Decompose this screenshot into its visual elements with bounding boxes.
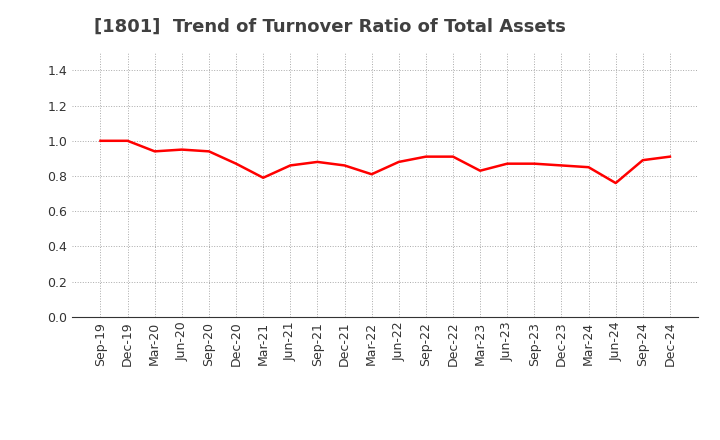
Text: [1801]  Trend of Turnover Ratio of Total Assets: [1801] Trend of Turnover Ratio of Total … bbox=[94, 18, 565, 36]
